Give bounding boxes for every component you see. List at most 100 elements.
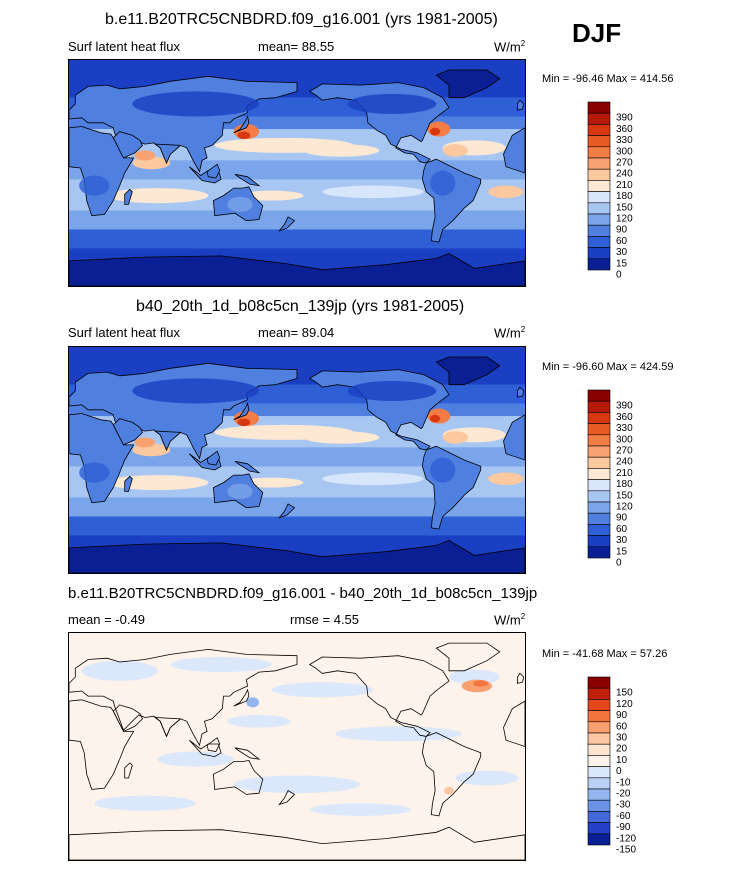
colorbar1-label-14: 0 bbox=[616, 270, 622, 281]
colorbar3-label-13: -120 bbox=[616, 833, 636, 844]
colorbar1-label-10: 90 bbox=[616, 225, 628, 236]
colorbar3-label-1: 120 bbox=[616, 699, 633, 710]
panel2-mean-label: mean= bbox=[258, 325, 299, 340]
coast-newguinea bbox=[234, 747, 261, 760]
flux-hotspot-4 bbox=[134, 150, 156, 161]
panel2-mean-value: 89.04 bbox=[301, 325, 335, 340]
colorbar3-label-4: 30 bbox=[616, 733, 628, 744]
colorbar1-swatch-7 bbox=[587, 180, 611, 192]
colorbar3-swatch-13 bbox=[587, 822, 611, 835]
panel1-title: b.e11.B20TRC5CNBDRD.f09_g16.001 (yrs 198… bbox=[105, 11, 498, 28]
panel3-units-text: W/m bbox=[494, 612, 521, 628]
colorbar3-swatch-2 bbox=[587, 699, 611, 711]
colorbar3-label-3: 60 bbox=[616, 721, 628, 732]
colorbar2-swatch-4 bbox=[587, 434, 611, 447]
land-india bbox=[153, 143, 182, 165]
colorbar3-swatch-1 bbox=[587, 687, 611, 700]
panel2-map bbox=[68, 346, 526, 574]
flux-warm-1 bbox=[303, 431, 380, 444]
land-africa2 bbox=[69, 413, 135, 504]
flux-warm-1 bbox=[303, 144, 380, 157]
panel1-colorbar: 390 360 330 300 270 240 210 180 150 120 90 60 30 15 0 bbox=[586, 101, 646, 285]
colorbar1-label-8: 150 bbox=[616, 202, 633, 213]
coast-india bbox=[153, 717, 182, 738]
panel3-colorbar: 150 120 90 60 30 20 10 0 -10 -20 -30 -60 -90 -120 -150 bbox=[586, 676, 646, 860]
colorbar3-label-2: 90 bbox=[616, 710, 628, 721]
colorbar2-swatch-6 bbox=[587, 456, 611, 469]
colorbar2-swatch-13 bbox=[587, 535, 611, 548]
panel1-mean: mean= 88.55 bbox=[258, 39, 334, 54]
diff-negative-3 bbox=[157, 751, 234, 767]
colorbar2-label-4: 270 bbox=[616, 446, 633, 457]
land-shade-2 bbox=[132, 91, 259, 117]
panel1-units-sup: 2 bbox=[520, 39, 526, 48]
land-arabia bbox=[112, 418, 143, 446]
colorbar2-swatch-14 bbox=[587, 546, 611, 559]
coast-indonesia bbox=[189, 739, 222, 758]
panel1-variable: Surf latent heat flux bbox=[68, 39, 181, 54]
diff-negative-0 bbox=[81, 660, 158, 681]
colorbar1-label-3: 300 bbox=[616, 146, 633, 157]
diff-anomaly-3 bbox=[246, 697, 259, 708]
diff-anomaly-2 bbox=[443, 786, 455, 795]
panel1-units: W/m2 bbox=[494, 39, 525, 54]
land-shade-1 bbox=[430, 170, 456, 196]
diff-negative-5 bbox=[455, 770, 519, 786]
colorbar1-swatch-4 bbox=[587, 146, 611, 159]
diff-negative-4 bbox=[233, 775, 361, 794]
panel1-units-text: W/m bbox=[494, 39, 521, 55]
flux-warm-6 bbox=[488, 185, 524, 199]
land-nz bbox=[278, 503, 296, 519]
colorbar2-label-12: 30 bbox=[616, 535, 628, 546]
colorbar2-swatch-0 bbox=[587, 389, 611, 402]
flux-hotspot-5 bbox=[442, 431, 469, 444]
diff-anomaly-1 bbox=[473, 680, 489, 687]
land-borneo bbox=[206, 450, 221, 466]
colorbar3-swatch-8 bbox=[587, 766, 611, 779]
flux-hotspot-3 bbox=[430, 127, 441, 136]
land-africa2 bbox=[69, 126, 135, 217]
coast-uk bbox=[517, 672, 525, 684]
land-antarctica bbox=[69, 252, 525, 286]
colorbar2-label-10: 90 bbox=[616, 513, 628, 524]
colorbar2-label-14: 0 bbox=[616, 558, 622, 569]
land-shade-4 bbox=[227, 196, 253, 212]
colorbar2-swatch-1 bbox=[587, 400, 611, 413]
coast-antarctica bbox=[69, 826, 525, 860]
flux-hotspot-1 bbox=[237, 418, 251, 427]
land-uk bbox=[517, 99, 525, 111]
colorbar1-swatch-6 bbox=[587, 168, 611, 181]
coast-greenland bbox=[435, 642, 501, 672]
panel1-minmax: Min = -96.46 Max = 414.56 bbox=[542, 73, 674, 85]
colorbar2-swatch-9 bbox=[587, 490, 611, 503]
colorbar3-label-5: 20 bbox=[616, 744, 628, 755]
colorbar1-swatch-11 bbox=[587, 224, 611, 237]
colorbar2-swatch-7 bbox=[587, 468, 611, 480]
colorbar2-swatch-8 bbox=[587, 479, 611, 492]
colorbar3-label-9: -20 bbox=[616, 789, 631, 800]
colorbar2-label-8: 150 bbox=[616, 490, 633, 501]
flux-band-7 bbox=[69, 516, 525, 536]
coast-eurasia bbox=[69, 648, 298, 747]
panel3-rmse-label: rmse = bbox=[290, 612, 331, 627]
land-newguinea bbox=[234, 460, 261, 474]
colorbar1-label-12: 30 bbox=[616, 247, 628, 258]
colorbar2-label-13: 15 bbox=[616, 546, 628, 557]
panel2-units: W/m2 bbox=[494, 325, 525, 340]
coast-madagascar bbox=[124, 762, 133, 779]
land-newguinea bbox=[234, 173, 261, 187]
colorbar1-label-1: 360 bbox=[616, 124, 633, 135]
land-madagascar bbox=[124, 188, 133, 205]
colorbar2-label-5: 240 bbox=[616, 457, 633, 468]
colorbar3-swatch-11 bbox=[587, 799, 611, 812]
colorbar2-swatch-2 bbox=[587, 412, 611, 424]
colorbar1-label-5: 240 bbox=[616, 169, 633, 180]
coast-borneo bbox=[206, 737, 221, 752]
colorbar3-swatch-4 bbox=[587, 721, 611, 734]
colorbar3-label-12: -90 bbox=[616, 822, 631, 833]
coast-namerica bbox=[308, 655, 450, 737]
colorbar2-label-11: 60 bbox=[616, 524, 628, 535]
land-arabia bbox=[112, 131, 143, 159]
coast-africa bbox=[503, 700, 525, 747]
land-uk bbox=[517, 386, 525, 398]
